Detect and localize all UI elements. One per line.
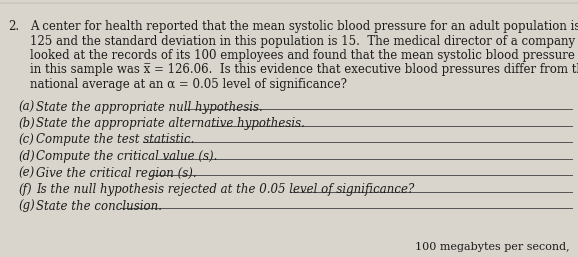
- Text: State the conclusion.: State the conclusion.: [36, 199, 162, 213]
- Text: (a): (a): [18, 100, 34, 114]
- Text: 100 megabytes per second,: 100 megabytes per second,: [416, 242, 570, 252]
- Text: in this sample was x̅ = 126.06.  Is this evidence that executive blood pressures: in this sample was x̅ = 126.06. Is this …: [30, 63, 578, 77]
- Text: national average at an α = 0.05 level of significance?: national average at an α = 0.05 level of…: [30, 78, 347, 91]
- Text: (b): (b): [18, 117, 35, 130]
- Text: Compute the critical value (s).: Compute the critical value (s).: [36, 150, 217, 163]
- Text: Is the null hypothesis rejected at the 0.05 level of significance?: Is the null hypothesis rejected at the 0…: [36, 183, 414, 196]
- Text: Compute the test statistic.: Compute the test statistic.: [36, 133, 194, 146]
- Text: looked at the records of its 100 employees and found that the mean systolic bloo: looked at the records of its 100 employe…: [30, 49, 575, 62]
- Text: (e): (e): [18, 167, 34, 179]
- Text: (c): (c): [18, 133, 34, 146]
- Text: Give the critical region (s).: Give the critical region (s).: [36, 167, 197, 179]
- Text: (d): (d): [18, 150, 35, 163]
- Text: (f): (f): [18, 183, 32, 196]
- Text: 2.: 2.: [8, 20, 19, 33]
- Text: State the appropriate alternative hypothesis.: State the appropriate alternative hypoth…: [36, 117, 305, 130]
- Text: (g): (g): [18, 199, 35, 213]
- Text: 125 and the standard deviation in this population is 15.  The medical director o: 125 and the standard deviation in this p…: [30, 34, 575, 48]
- Text: A center for health reported that the mean systolic blood pressure for an adult : A center for health reported that the me…: [30, 20, 578, 33]
- Text: State the appropriate null hypothesis.: State the appropriate null hypothesis.: [36, 100, 263, 114]
